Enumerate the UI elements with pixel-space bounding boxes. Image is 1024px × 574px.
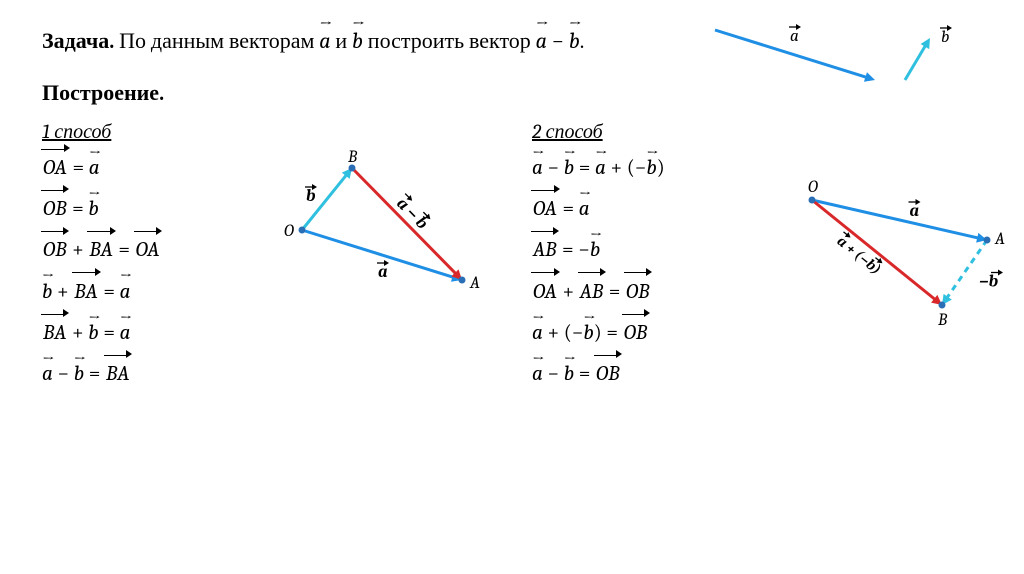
title-vec-a2: a (536, 28, 547, 54)
vec-b: b (583, 321, 593, 346)
seg-OB: OB (42, 238, 67, 263)
seg-BA: BA (88, 238, 113, 263)
seg-OA: OA (532, 280, 558, 305)
vec-a: a (595, 156, 606, 181)
vec-a: a (532, 321, 543, 346)
method-1-title: 1 способ (42, 120, 492, 144)
vec-b: b (88, 197, 98, 222)
svg-text:a: a (378, 263, 388, 282)
svg-text:A: A (994, 230, 1005, 249)
svg-text:−b: −b (979, 273, 999, 292)
seg-OB: OB (623, 321, 648, 346)
seg-BA: BA (73, 280, 98, 305)
equation-line: a − b = BA (42, 362, 492, 387)
method-2-diagram: OABa−ba + (−b) (792, 180, 1022, 350)
seg-OB: OB (595, 362, 620, 387)
title-text-3: построить вектор (363, 28, 536, 54)
vec-b: b (646, 156, 656, 181)
vec-a: a (89, 156, 100, 181)
method-1-diagram: OABaba − b (262, 150, 502, 320)
svg-text:O: O (808, 180, 818, 197)
seg-AB: AB (579, 280, 604, 305)
method-2: 2 способ a − b = a + (−b)OA = aAB = −bOA… (532, 120, 982, 387)
seg-OA: OA (42, 156, 68, 181)
seg-OA: OA (532, 197, 558, 222)
svg-text:A: A (469, 274, 480, 293)
svg-text:b: b (941, 28, 949, 47)
svg-text:B: B (347, 150, 358, 167)
seg-BA: BA (42, 321, 67, 346)
title-vec-b: b (352, 28, 363, 54)
title-text-1: По данным векторам (119, 28, 319, 54)
svg-text:a: a (790, 27, 799, 46)
svg-text:O: O (284, 222, 294, 241)
method-1: 1 способ OA = aOB = bOB + BA = OAb + BA … (42, 120, 492, 387)
vec-a: a (532, 156, 543, 181)
vec-b: b (88, 321, 98, 346)
title-text-4: . (580, 28, 585, 54)
method-2-title: 2 способ (532, 120, 982, 144)
svg-text:b: b (306, 187, 316, 206)
title-vec-b2: b (569, 28, 580, 54)
seg-OA: OA (135, 238, 161, 263)
vec-a: a (532, 362, 543, 387)
title-vec-a: a (319, 28, 330, 54)
vec-a: a (120, 321, 131, 346)
svg-text:a: a (910, 202, 920, 221)
top-legend-diagram: ab (710, 20, 970, 90)
svg-text:B: B (937, 311, 948, 330)
equation-line: a − b = a + (−b) (532, 156, 982, 181)
vec-a: a (579, 197, 590, 222)
vec-b: b (590, 238, 600, 263)
vec-b: b (74, 362, 84, 387)
title-text-2: и (331, 28, 352, 54)
title-label: Задача. (42, 28, 114, 54)
vec-a: a (120, 280, 131, 305)
vec-b: b (42, 280, 52, 305)
equation-line: BA + b = a (42, 321, 492, 346)
vec-b: b (564, 156, 574, 181)
vec-b: b (564, 362, 574, 387)
equation-line: a − b = OB (532, 362, 982, 387)
seg-AB: AB (532, 238, 557, 263)
seg-BA: BA (105, 362, 130, 387)
seg-OB: OB (625, 280, 650, 305)
vec-a: a (42, 362, 53, 387)
seg-OB: OB (42, 197, 67, 222)
